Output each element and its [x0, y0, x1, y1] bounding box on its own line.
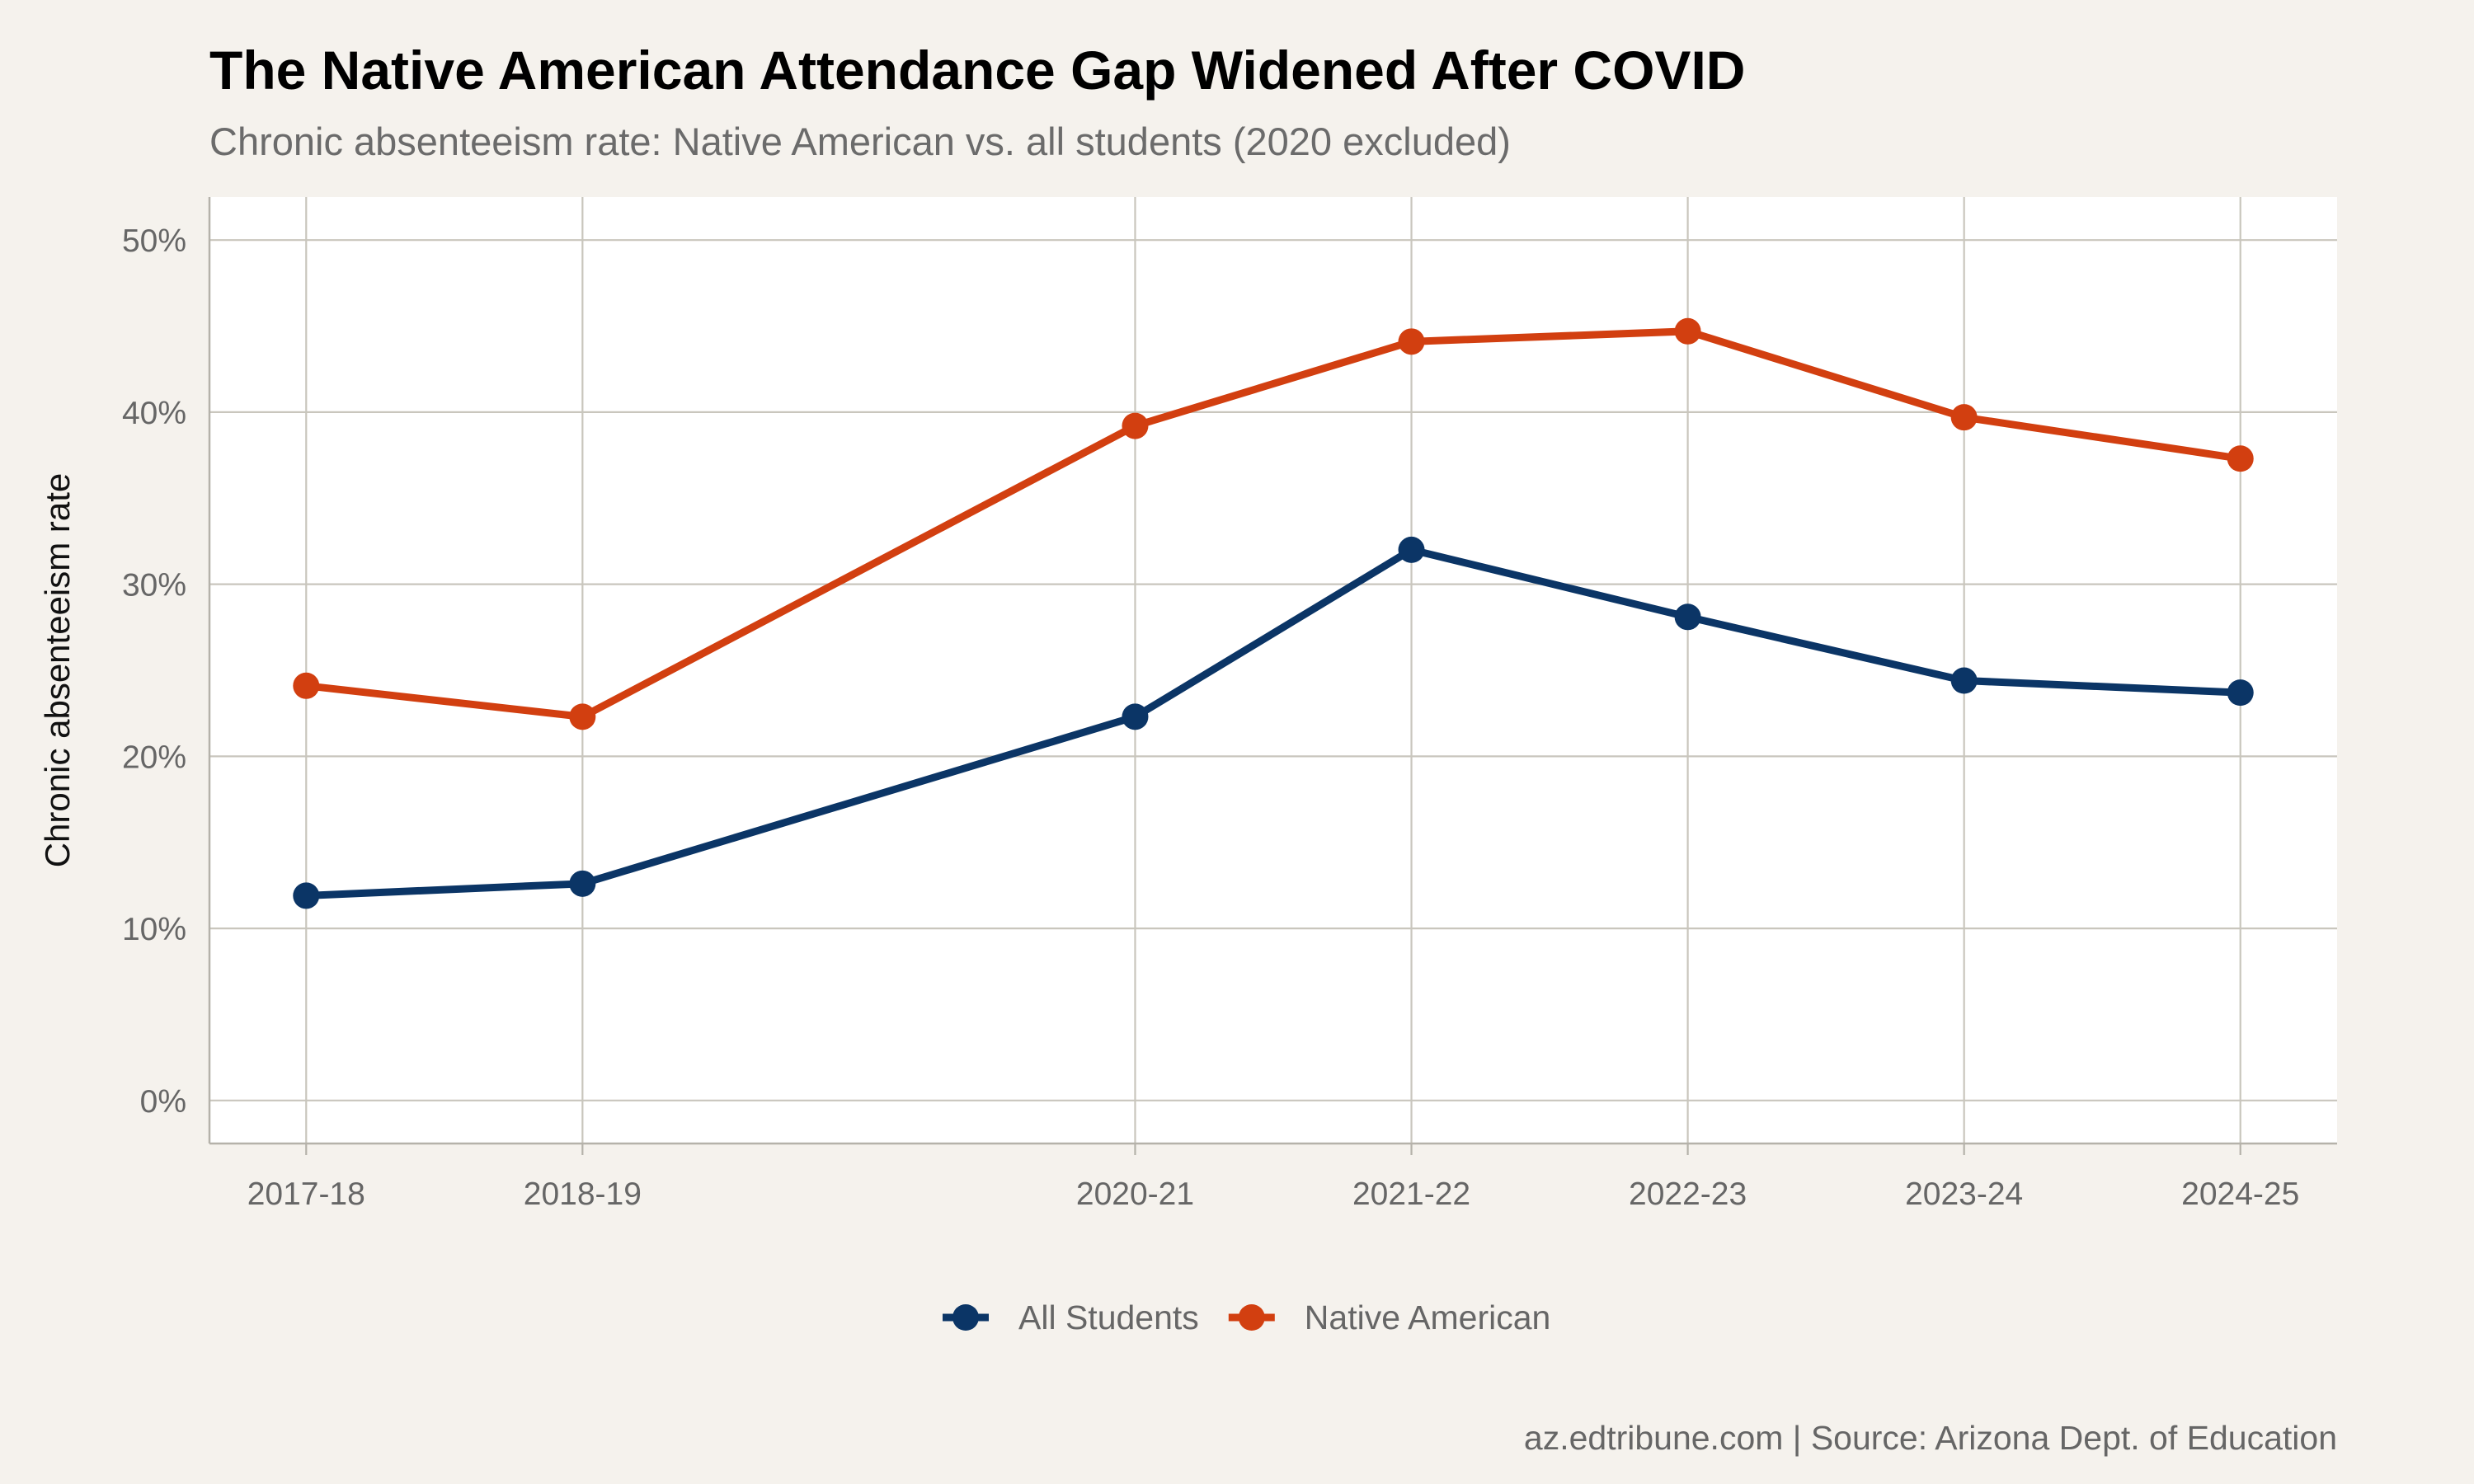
y-tick-label: 30%: [122, 568, 186, 603]
data-point: [1674, 603, 1701, 631]
y-tick-label: 0%: [140, 1084, 186, 1120]
x-tick-label: 2021-22: [1352, 1176, 1470, 1212]
chart-caption: az.edtribune.com | Source: Arizona Dept.…: [1524, 1419, 2337, 1457]
x-tick-label: 2022-23: [1629, 1176, 1747, 1212]
grid: [209, 197, 2337, 1144]
data-point: [1674, 317, 1701, 345]
data-point: [293, 882, 320, 909]
data-point: [1122, 703, 1149, 730]
x-tick-label: 2023-24: [1905, 1176, 2023, 1212]
legend-label: All Students: [1018, 1298, 1199, 1336]
x-tick-label: 2020-21: [1076, 1176, 1194, 1212]
legend-label: Native American: [1305, 1298, 1551, 1336]
data-point: [1122, 412, 1149, 439]
data-point: [2227, 679, 2254, 707]
y-tick-label: 10%: [122, 912, 186, 947]
data-point: [293, 672, 320, 699]
y-tick-label: 50%: [122, 223, 186, 259]
data-point: [1950, 404, 1978, 431]
data-point: [2227, 445, 2254, 472]
plot-panel: [209, 197, 2337, 1144]
x-tick-label: 2017-18: [247, 1176, 365, 1212]
legend-key-point: [952, 1304, 979, 1331]
legend-key-point: [1238, 1304, 1265, 1331]
data-point: [1398, 536, 1425, 563]
data-point: [1398, 328, 1425, 355]
chart-title: The Native American Attendance Gap Widen…: [209, 40, 1745, 101]
data-point: [569, 870, 596, 897]
data-point: [569, 703, 596, 730]
y-axis-label: Chronic absenteeism rate: [38, 473, 77, 868]
axes: 0% 10% 20% 30% 40% 50% 2017-18 2018-19 2020-21 20…: [122, 197, 2337, 1212]
data-point: [1950, 667, 1978, 694]
x-tick-label: 2024-25: [2181, 1176, 2299, 1212]
x-tick-label: 2018-19: [524, 1176, 642, 1212]
chart-subtitle: Chronic absenteeism rate: Native America…: [209, 120, 1511, 163]
y-tick-label: 20%: [122, 740, 186, 775]
y-tick-label: 40%: [122, 396, 186, 431]
legend: All Students Native American: [943, 1298, 1550, 1336]
series-layer: [293, 317, 2254, 909]
